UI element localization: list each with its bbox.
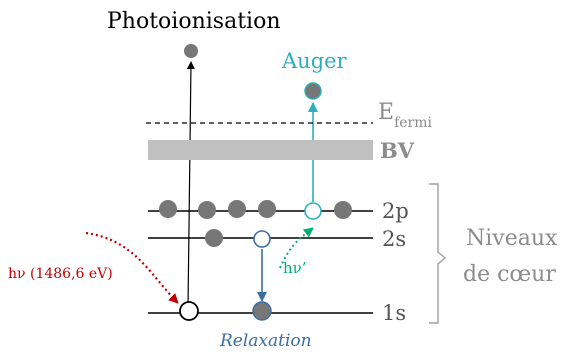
electron-2p (258, 200, 276, 218)
core-levels-bracket (429, 183, 447, 324)
level-1s-label: 1s (382, 301, 406, 325)
de-coeur-label: de cœur (463, 262, 556, 287)
auger-electron (304, 82, 322, 100)
electron-2p (198, 201, 216, 219)
valence-band (148, 140, 373, 160)
electron-2s (205, 229, 223, 247)
photoionisation-label: Photoionisation (107, 9, 281, 34)
electron-1s (252, 301, 272, 321)
hole-2p (304, 202, 322, 220)
photoelectron (184, 44, 198, 58)
level-2p-label: 2p (382, 199, 409, 223)
photoionisation-arrow (186, 61, 195, 309)
hv-incident-arrow (85, 231, 179, 304)
electron-2p (228, 200, 246, 218)
electron-2p (159, 200, 177, 218)
niveaux-label: Niveaux (466, 226, 558, 251)
hv-prime-label: hν’ (283, 259, 307, 277)
hv-prime-arrow (279, 227, 314, 269)
hole-2s (253, 230, 271, 248)
fermi-level-label: Efermi (378, 100, 432, 131)
hv-incident-label: hν (1486,6 eV) (8, 266, 113, 282)
level-2s-label: 2s (382, 227, 406, 251)
bv-label: BV (380, 138, 415, 163)
electron-2p (334, 201, 352, 219)
hole-1s (179, 301, 199, 321)
auger-label: Auger (281, 49, 348, 73)
relaxation-label: Relaxation (219, 331, 312, 351)
